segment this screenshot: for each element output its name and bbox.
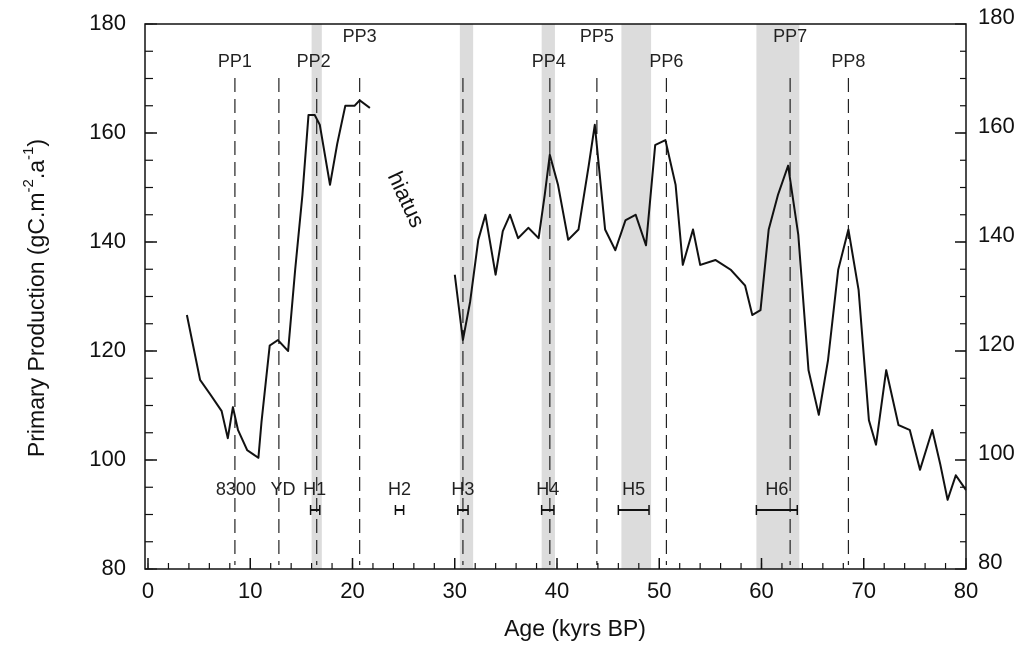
x-tick-label: 80 xyxy=(954,578,978,603)
band xyxy=(621,24,652,569)
y-axis-title: Primary Production (gC.m-2.a-1) xyxy=(20,139,49,457)
y-title-part: Primary Production (gC.m xyxy=(23,192,49,457)
event-label: YD xyxy=(270,479,295,499)
event-label: PP6 xyxy=(649,51,683,71)
data-line xyxy=(185,99,967,501)
y-title-sup: -1 xyxy=(20,147,37,160)
x-axis-title: Age (kyrs BP) xyxy=(504,615,646,641)
y-tick-label: 140 xyxy=(89,228,126,253)
y2-tick-label: 140 xyxy=(978,222,1015,247)
event-label: 8300 xyxy=(216,479,256,499)
x-tick-label: 20 xyxy=(340,578,364,603)
event-label: PP3 xyxy=(343,26,377,46)
y-tick-label: 100 xyxy=(89,446,126,471)
event-label: PP5 xyxy=(580,26,614,46)
event-label: H6 xyxy=(765,479,788,499)
event-label: PP7 xyxy=(773,26,807,46)
event-label: PP2 xyxy=(297,51,331,71)
annotation: hiatus xyxy=(383,167,430,231)
x-tick-label: 50 xyxy=(647,578,671,603)
y-tick-label: 160 xyxy=(89,119,126,144)
y-tick-label: 120 xyxy=(89,337,126,362)
band xyxy=(459,24,474,569)
y2-tick-label: 100 xyxy=(978,440,1015,465)
y-title-part: ) xyxy=(23,139,49,147)
y2-tick-label: 180 xyxy=(978,4,1015,29)
x-tick-label: 0 xyxy=(142,578,154,603)
band xyxy=(756,24,800,569)
x-tick-label: 60 xyxy=(749,578,773,603)
y2-tick-label: 160 xyxy=(978,113,1015,138)
x-tick-label: 30 xyxy=(443,578,467,603)
event-label: H3 xyxy=(451,479,474,499)
y2-tick-label: 120 xyxy=(978,331,1015,356)
x-tick-label: 70 xyxy=(852,578,876,603)
x-tick-label: 40 xyxy=(545,578,569,603)
event-label: PP1 xyxy=(218,51,252,71)
event-label: PP8 xyxy=(831,51,865,71)
event-label: H4 xyxy=(536,479,559,499)
y-tick-label: 80 xyxy=(102,555,126,580)
event-label: PP4 xyxy=(532,51,566,71)
event-label: H5 xyxy=(622,479,645,499)
y-tick-label: 180 xyxy=(89,10,126,35)
x-tick-label: 10 xyxy=(238,578,262,603)
y-title-sup: -2 xyxy=(20,179,37,192)
event-label: H2 xyxy=(388,479,411,499)
y2-tick-label: 80 xyxy=(978,549,1002,574)
y-title-part: .a xyxy=(23,160,49,179)
event-label: H1 xyxy=(303,479,326,499)
